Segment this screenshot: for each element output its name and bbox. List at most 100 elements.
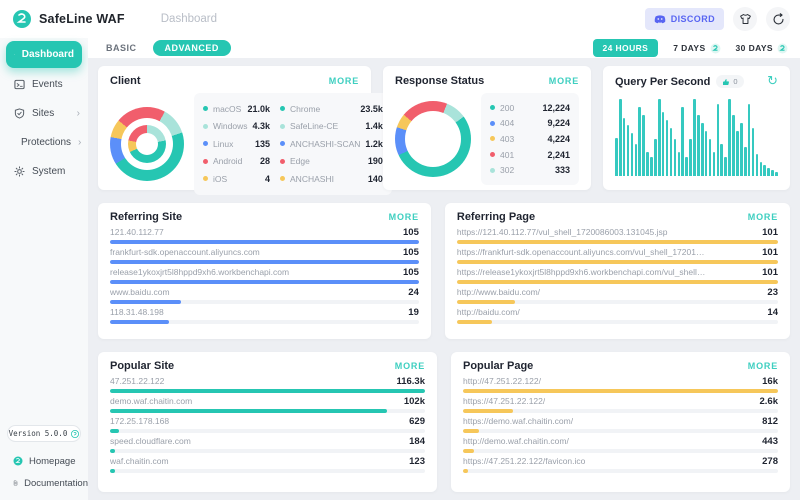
- more-link[interactable]: MORE: [548, 76, 579, 86]
- bar-label: release1ykoxjrt5l8hppd9xh6.workbenchapi.…: [110, 267, 290, 277]
- bar-value: 443: [762, 436, 778, 447]
- bar-value: 102k: [403, 396, 425, 407]
- qps-bar: [689, 139, 692, 176]
- response-status-card: Response Status MORE 200 12,224 404 9,22…: [383, 66, 591, 190]
- legend-dot: [490, 105, 495, 111]
- brand: SafeLine WAF: [12, 9, 125, 29]
- bar-label: https://frankfurt-sdk.openaccount.aliyun…: [456, 247, 707, 257]
- discord-icon: [654, 15, 665, 24]
- legend-item: ANCHASHI 140: [280, 170, 383, 188]
- legend-label: 403: [500, 133, 515, 144]
- legend-item: macOS 21.0k: [203, 100, 270, 118]
- tshirt-button[interactable]: [733, 7, 757, 31]
- card-title: Query Per Second: [615, 75, 711, 88]
- logout-button[interactable]: [766, 7, 790, 31]
- more-link[interactable]: MORE: [747, 361, 778, 371]
- legend-dot: [280, 176, 286, 182]
- referring-site-list: 121.40.112.77 105 frankfurt-sdk.openacco…: [110, 227, 419, 324]
- chevron-right-icon: ›: [78, 137, 82, 148]
- time-range-24-hours[interactable]: 24 HOURS: [592, 39, 659, 57]
- bar-label: 172.25.178.168: [110, 416, 170, 426]
- qps-card: Query Per Second 0 ↻: [603, 66, 790, 190]
- qps-bar: [615, 137, 618, 176]
- bar-label: waf.chaitin.com: [110, 456, 169, 466]
- bar-value: 629: [409, 416, 425, 427]
- tab-advanced[interactable]: ADVANCED: [152, 40, 231, 56]
- sidebar-link-homepage[interactable]: Homepage: [0, 450, 88, 472]
- bar-value: 812: [762, 416, 778, 427]
- bar-row: 118.31.48.198 19: [110, 307, 419, 324]
- bar-row: https://47.251.22.122/favicon.ico 278: [463, 456, 778, 473]
- bar-value: 24: [408, 287, 419, 298]
- bar-track: [110, 389, 425, 393]
- time-range-30-days[interactable]: 30 DAYS: [736, 43, 788, 54]
- bar-track: [463, 429, 778, 433]
- bar-value: 101: [762, 247, 778, 258]
- qps-bar: [775, 172, 778, 176]
- sidebar-item-sites[interactable]: Sites ›: [0, 99, 88, 128]
- more-link[interactable]: MORE: [747, 212, 778, 222]
- document-icon: [13, 480, 18, 486]
- time-range-7-days[interactable]: 7 DAYS: [673, 43, 720, 54]
- discord-button[interactable]: DISCORD: [644, 8, 724, 30]
- qps-bar: [747, 104, 751, 176]
- tab-basic[interactable]: BASIC: [106, 43, 137, 53]
- legend-label: 200: [500, 102, 515, 113]
- popular-site-card: Popular Site MORE 47.251.22.122 116.3k d…: [98, 352, 437, 492]
- legend-label: Chrome: [290, 103, 321, 114]
- popular-site-list: 47.251.22.122 116.3k demo.waf.chaitin.co…: [110, 376, 425, 473]
- sidebar-item-events[interactable]: Events: [0, 70, 88, 99]
- bar-row: https://47.251.22.122/ 2.6k: [463, 396, 778, 413]
- bar-label: http://demo.waf.chaitin.com/: [463, 436, 569, 446]
- bar-value: 14: [767, 307, 778, 318]
- bar-value: 278: [762, 456, 778, 467]
- legend-value: 28: [260, 156, 271, 167]
- bar-value: 19: [408, 307, 419, 318]
- bar-row: http://demo.waf.chaitin.com/ 443: [463, 436, 778, 453]
- sidebar-item-dashboard[interactable]: Dashboard: [6, 41, 82, 68]
- tab-strip: BASIC ADVANCED 24 HOURS 7 DAYS 30 DAYS: [88, 38, 800, 58]
- client-legend: macOS 21.0k Windows 4.3k Linux 135 Andro…: [194, 93, 392, 195]
- qps-bar: [646, 152, 649, 176]
- qps-bar: [763, 164, 767, 176]
- version-label: Version 5.0.0: [8, 429, 68, 438]
- bar-label: 118.31.48.198: [110, 307, 164, 317]
- bar-row: frankfurt-sdk.openaccount.aliyuncs.com 1…: [110, 247, 419, 264]
- shield-check-icon: [14, 108, 25, 119]
- legend-item: 302 333: [490, 162, 570, 178]
- legend-value: 190: [367, 156, 383, 167]
- qps-bar: [704, 131, 708, 176]
- legend-value: 4.3k: [252, 121, 271, 132]
- more-link[interactable]: MORE: [388, 212, 419, 222]
- legend-dot: [203, 176, 208, 182]
- qps-bar: [751, 128, 755, 176]
- pro-badge-icon: [710, 43, 720, 53]
- card-title: Popular Page: [463, 360, 534, 372]
- legend-value: 9,224: [547, 118, 570, 129]
- bar-value: 16k: [762, 376, 778, 387]
- refresh-icon[interactable]: ↻: [767, 74, 778, 89]
- legend-item: SafeLine-CE 1.4k: [280, 118, 383, 136]
- qps-bar: [693, 99, 696, 176]
- bar-label: https://release1ykoxjrt5l8hppd9xh6.workb…: [456, 267, 707, 277]
- legend-label: Linux: [213, 138, 234, 149]
- homepage-icon: [13, 456, 23, 466]
- legend-item: 401 2,241: [490, 147, 570, 163]
- bar-track: [456, 320, 778, 324]
- gear-icon: [14, 166, 25, 177]
- main-content: BASIC ADVANCED 24 HOURS 7 DAYS 30 DAYS: [88, 38, 800, 500]
- bar-track: [110, 429, 425, 433]
- qps-bar: [767, 168, 770, 176]
- card-title: Response Status: [395, 75, 485, 87]
- legend-dot: [203, 158, 208, 164]
- sidebar-item-protections[interactable]: Protections ›: [0, 128, 88, 157]
- like-badge[interactable]: 0: [716, 75, 744, 88]
- brand-name: SafeLine WAF: [39, 12, 125, 26]
- sidebar-link-documentation[interactable]: Documentation: [0, 472, 88, 494]
- sidebar-item-system[interactable]: System: [0, 157, 88, 186]
- more-link[interactable]: MORE: [328, 76, 359, 86]
- qps-bar: [657, 99, 661, 176]
- version-badge[interactable]: Version 5.0.0: [7, 425, 81, 442]
- tshirt-icon: [739, 14, 751, 24]
- more-link[interactable]: MORE: [394, 361, 425, 371]
